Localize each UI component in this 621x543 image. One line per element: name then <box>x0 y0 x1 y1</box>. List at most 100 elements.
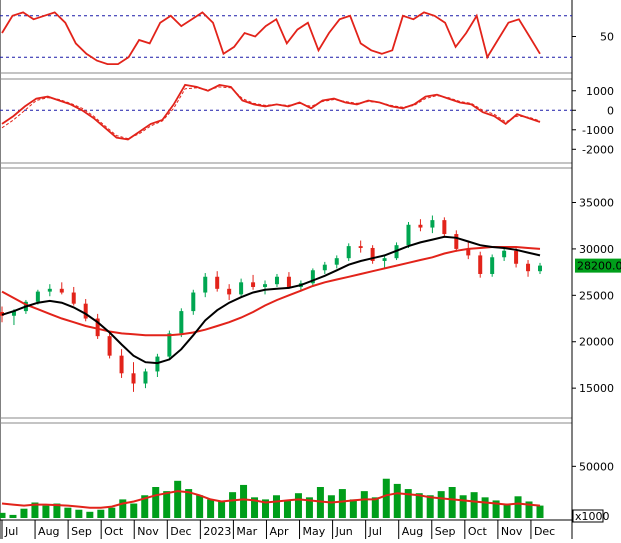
volume-bar <box>163 491 171 518</box>
volume-bar <box>514 496 522 518</box>
volume-bar <box>404 489 412 518</box>
volume-ma-line <box>1 490 541 509</box>
volume-bar <box>152 487 160 518</box>
candle-body <box>143 371 148 384</box>
x-axis-tick-label: Nov <box>501 525 523 538</box>
candle-body <box>334 258 339 265</box>
volume-bar <box>382 478 390 518</box>
volume-bar <box>42 505 50 518</box>
candle-body <box>263 284 268 287</box>
x-axis-tick-label: Sep <box>71 525 92 538</box>
volume-bar <box>251 497 259 518</box>
candle-body <box>490 257 495 274</box>
volume-bar <box>371 497 379 518</box>
x-axis-tick-label: Dec <box>534 525 555 538</box>
volume-bar <box>294 493 302 518</box>
volume-bar <box>86 511 94 518</box>
candle-body <box>131 373 136 384</box>
macd-y-ticks: 1000 0 -1000 -2000 <box>572 85 614 156</box>
price-tick-label: 20000 <box>579 336 614 349</box>
volume-bar <box>360 491 368 518</box>
volume-unit-label: x1000 <box>575 510 610 523</box>
candle-body <box>526 263 531 272</box>
panel-frames <box>0 0 573 539</box>
candle-body <box>83 303 88 319</box>
macd-series <box>1 83 541 141</box>
price-tick-label: 35000 <box>579 196 614 209</box>
macd-signal-line <box>1 86 541 140</box>
candle-body <box>454 234 459 249</box>
x-axis-tick-label: Nov <box>137 525 159 538</box>
volume-bar <box>448 487 456 518</box>
volume-bar <box>207 499 215 518</box>
x-axis-tick-label: Aug <box>38 525 59 538</box>
candle-body <box>502 250 507 258</box>
volume-bar <box>262 499 270 518</box>
stochastic-tick-label: 50 <box>600 31 614 44</box>
volume-bar <box>53 503 61 518</box>
volume-bar <box>229 492 237 518</box>
stochastic-series <box>1 11 541 65</box>
x-axis-tick-label: 2023 <box>203 525 231 538</box>
candle-body <box>251 282 256 287</box>
last-price-badge: 28200.00 <box>575 258 621 273</box>
volume-bar <box>283 500 291 518</box>
candle-body <box>370 247 375 261</box>
x-axis-tick-label: Aug <box>402 525 423 538</box>
candle-body <box>227 288 232 295</box>
candle-body <box>95 318 100 337</box>
volume-bar <box>305 497 313 518</box>
volume-bar <box>349 499 357 518</box>
volume-bar <box>185 489 193 518</box>
candle-body <box>11 311 16 316</box>
volume-bar <box>141 495 149 518</box>
price-candles <box>0 215 542 392</box>
volume-bar <box>130 503 138 518</box>
volume-bar <box>174 480 182 518</box>
last-price-background <box>575 258 621 273</box>
price-tick-label: 25000 <box>579 289 614 302</box>
x-axis-tick-label: Jul <box>4 525 18 538</box>
volume-bar <box>338 489 346 518</box>
x-axis-tick-label: May <box>303 525 326 538</box>
candle-body <box>286 276 291 287</box>
volume-bar <box>272 495 280 518</box>
volume-bar <box>0 512 6 518</box>
volume-bar <box>20 508 28 518</box>
candle-body <box>406 224 411 246</box>
candle-body <box>167 333 172 357</box>
candle-body <box>418 224 423 228</box>
price-y-ticks: 15000 20000 25000 30000 35000 <box>572 196 614 395</box>
volume-bar <box>415 493 423 518</box>
price-panel: 15000 20000 25000 30000 35000 28200.00 <box>0 196 621 395</box>
candle-body <box>47 288 52 292</box>
macd-tick-label: -2000 <box>582 143 614 156</box>
candle-body <box>538 265 542 272</box>
volume-bar <box>393 483 401 518</box>
volume-unit-box <box>572 509 604 523</box>
candle-body <box>239 282 244 295</box>
x-axis-tick-label: Apr <box>269 525 289 538</box>
candle-body <box>179 311 184 334</box>
price-ma-long <box>1 246 541 337</box>
volume-bar <box>196 495 204 518</box>
volume-bar <box>459 495 467 518</box>
candle-body <box>274 276 279 285</box>
candle-body <box>310 270 315 284</box>
x-axis-tick-label: Oct <box>104 525 124 538</box>
volume-bar <box>327 495 335 518</box>
macd-tick-label: 1000 <box>586 85 614 98</box>
macd-panel: 1000 0 -1000 -2000 <box>0 83 614 156</box>
macd-tick-label: -1000 <box>582 124 614 137</box>
candle-body <box>346 246 351 259</box>
volume-bar <box>240 484 248 518</box>
price-tick-label: 15000 <box>579 382 614 395</box>
candle-body <box>442 220 447 235</box>
volume-bar <box>492 500 500 518</box>
volume-bar <box>119 499 127 518</box>
candle-body <box>514 250 519 264</box>
volume-bar <box>31 502 39 518</box>
price-moving-averages <box>1 235 541 365</box>
